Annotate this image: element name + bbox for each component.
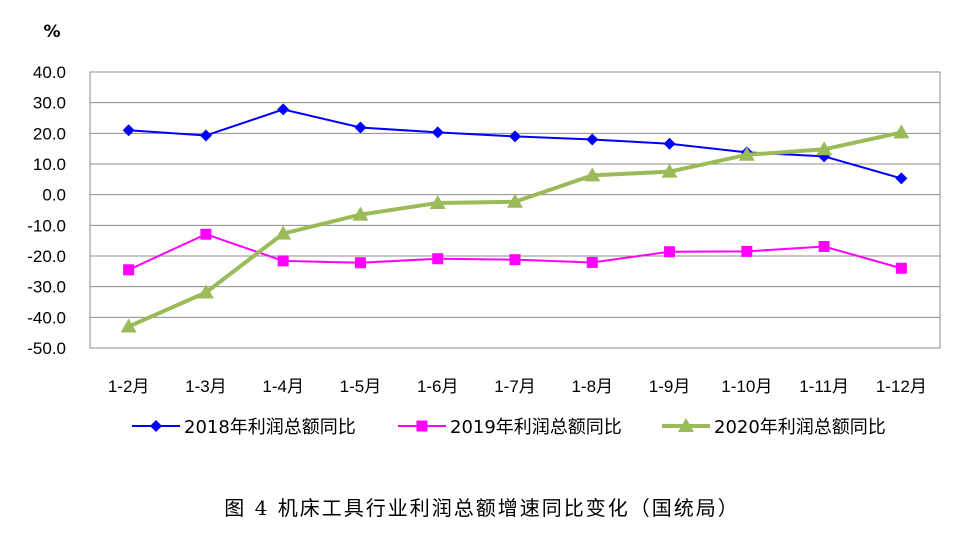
grid-lines	[89, 71, 941, 349]
y-tick-label: -50.0	[27, 339, 66, 358]
data-point	[277, 103, 290, 116]
data-point	[275, 225, 292, 240]
legend-label: 2019年利润总额同比	[450, 417, 622, 438]
legend-item: 2018年利润总额同比	[132, 417, 356, 438]
y-tick-label: 0.0	[42, 186, 66, 205]
y-tick-label: -20.0	[27, 247, 66, 266]
legend-swatch-marker	[678, 418, 694, 432]
legend: 2018年利润总额同比 2019年利润总额同比 2020年利润总额同比	[132, 417, 886, 438]
data-point	[663, 137, 676, 150]
data-point	[277, 255, 289, 267]
data-point	[661, 163, 678, 178]
y-axis-unit: %	[43, 22, 60, 42]
data-point	[197, 284, 214, 299]
y-tick-labels: 40.0 30.0 20.0 10.0 0.0 -10.0 -20.0 -30.0 -40.0 -…	[27, 63, 66, 358]
y-tick-label: 10.0	[33, 155, 66, 174]
plot-area-border	[89, 71, 941, 349]
data-point	[586, 256, 598, 268]
legend-label: 2020年利润总额同比	[714, 417, 886, 438]
data-point	[893, 124, 910, 139]
data-point	[509, 130, 521, 143]
data-point	[429, 194, 446, 209]
x-tick-label: 1-12月	[876, 377, 927, 396]
x-tick-label: 1-8月	[571, 377, 613, 396]
legend-item: 2019年利润总额同比	[398, 417, 622, 438]
series-1	[122, 103, 908, 185]
x-tick-label: 1-10月	[721, 377, 772, 396]
y-tick-label: -30.0	[27, 278, 66, 297]
series-line	[128, 108, 902, 180]
data-point	[354, 121, 367, 134]
data-point	[584, 167, 601, 182]
x-tick-label: 1-6月	[417, 377, 459, 396]
data-point	[122, 124, 135, 137]
data-point	[123, 264, 135, 276]
legend-swatch-marker	[416, 420, 428, 432]
data-point	[199, 129, 212, 142]
data-point	[895, 172, 908, 185]
data-point	[895, 262, 907, 274]
series-line	[127, 130, 902, 329]
data-point	[200, 228, 212, 240]
y-tick-label: -10.0	[27, 216, 66, 235]
y-tick-label: -40.0	[27, 308, 66, 327]
legend-item: 2020年利润总额同比	[662, 417, 886, 438]
legend-swatch-marker	[150, 420, 162, 432]
data-point	[664, 246, 676, 258]
y-tick-label: 40.0	[33, 63, 66, 82]
data-point	[509, 254, 521, 266]
data-point	[507, 193, 523, 208]
y-tick-label: 20.0	[33, 124, 66, 143]
x-tick-label: 1-7月	[494, 377, 536, 396]
series-group	[120, 103, 910, 333]
x-tick-labels: 1-2月 1-3月 1-4月 1-5月 1-6月 1-7月 1-8月 1-9月 1-10月 1-1…	[108, 377, 927, 396]
x-tick-label: 1-4月	[262, 377, 304, 396]
data-point	[431, 126, 444, 139]
figure-caption: 图 4 机床工具行业利润总额增速同比变化（国统局）	[224, 496, 740, 520]
series-3	[120, 124, 910, 333]
data-point	[741, 245, 753, 257]
data-point	[432, 253, 444, 265]
legend-label: 2018年利润总额同比	[184, 417, 356, 438]
data-point	[354, 257, 366, 269]
x-tick-label: 1-5月	[340, 377, 382, 396]
line-chart: % 40.0 30.0 20.0 10.0 0.0 -10.0 -20.0 -30.0 -40.…	[27, 22, 941, 438]
x-tick-label: 1-3月	[185, 377, 227, 396]
x-tick-label: 1-2月	[108, 377, 150, 396]
data-point	[738, 146, 755, 161]
x-tick-label: 1-11月	[799, 377, 849, 396]
data-point	[586, 133, 599, 146]
y-tick-label: 30.0	[33, 94, 66, 113]
data-point	[818, 240, 830, 252]
x-tick-label: 1-9月	[649, 377, 691, 396]
data-point	[816, 141, 833, 156]
data-point	[120, 318, 137, 333]
data-point	[352, 206, 369, 221]
